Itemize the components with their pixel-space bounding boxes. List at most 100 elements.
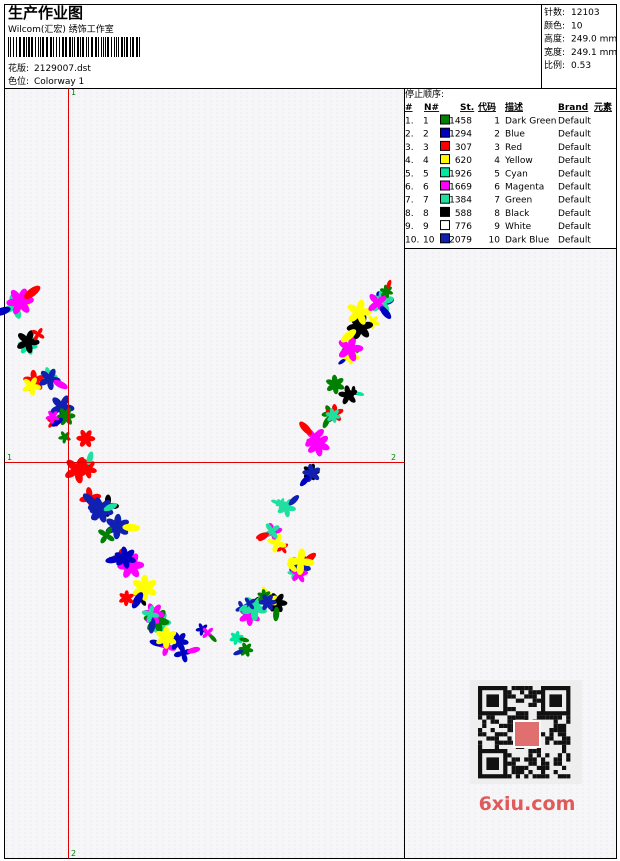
leaf	[340, 329, 357, 343]
petal	[314, 429, 324, 439]
qr-module	[528, 770, 533, 775]
qr-module	[557, 740, 562, 745]
info-value: 10	[571, 21, 583, 31]
qr-logo	[513, 720, 541, 748]
qr-module	[562, 744, 567, 749]
qr-module	[536, 690, 541, 695]
qr-module	[557, 732, 562, 737]
petal	[60, 431, 66, 438]
petal	[171, 640, 180, 650]
qr-module	[515, 686, 520, 691]
qr-module	[532, 690, 537, 695]
row-index: 9.	[405, 222, 414, 232]
qr-module	[499, 740, 504, 745]
petal	[116, 525, 129, 535]
column-header: 描述	[505, 101, 523, 113]
qr-module	[549, 728, 554, 733]
petal	[338, 339, 351, 350]
row-stitches: 2079	[449, 235, 472, 245]
row-index: 2.	[405, 130, 414, 140]
barcode-bar	[13, 37, 14, 57]
petal	[245, 643, 252, 650]
flower	[338, 385, 358, 405]
petal	[281, 503, 286, 509]
qr-module	[536, 753, 541, 758]
color-swatch	[440, 167, 450, 178]
petal	[17, 333, 29, 343]
petal	[50, 405, 63, 414]
petal	[38, 333, 45, 339]
petal	[32, 329, 39, 335]
qr-code	[470, 680, 582, 784]
flower	[89, 502, 118, 522]
petal	[6, 298, 21, 307]
qr-module	[553, 757, 558, 762]
info-label: 高度:	[544, 33, 565, 45]
petal	[30, 377, 37, 387]
info-value: 12103	[571, 8, 600, 18]
qr-module	[482, 719, 487, 724]
info-value: 0.53	[571, 61, 591, 71]
petal	[347, 394, 356, 403]
barcode-bar	[69, 37, 71, 57]
barcode-bar	[111, 37, 112, 57]
petal	[119, 593, 127, 599]
petal	[338, 347, 351, 358]
qr-module	[511, 694, 516, 699]
petal	[272, 543, 279, 553]
qr-module	[503, 723, 508, 728]
petal	[327, 415, 334, 422]
flower	[287, 548, 315, 576]
petal	[296, 561, 305, 576]
qr-module	[532, 761, 537, 766]
petal	[245, 648, 254, 653]
petal	[163, 626, 170, 638]
info-block: 针数: 12103 颜色: 10 高度: 249.0 mm 宽度: 249.1 mm 比例: 0.…	[544, 6, 617, 71]
qr-module	[524, 711, 529, 716]
row-description: White	[505, 222, 532, 232]
qr-module	[536, 765, 541, 770]
leaf	[186, 646, 201, 654]
barcode-bar	[130, 37, 131, 57]
petal	[60, 395, 69, 408]
flower	[6, 285, 41, 315]
barcode-bar	[114, 37, 115, 57]
outer-border	[4, 4, 617, 859]
qr-module	[524, 686, 529, 691]
row-code: 7	[494, 196, 500, 206]
qr-module	[520, 698, 525, 703]
flower	[17, 330, 40, 354]
flower	[58, 431, 71, 444]
qr-module	[553, 761, 558, 766]
leaf	[239, 637, 250, 643]
row-stitches: 1294	[449, 130, 472, 140]
petal	[368, 302, 378, 311]
petal	[276, 541, 287, 548]
petal	[207, 627, 214, 634]
qr-module	[562, 732, 567, 737]
qr-module	[532, 749, 537, 754]
row-brand: Default	[558, 209, 591, 219]
petal	[377, 295, 387, 304]
barcode-bar	[132, 37, 134, 57]
qr-module	[503, 732, 508, 737]
qr-module	[490, 736, 495, 741]
qr-module	[562, 723, 567, 728]
qr-module	[494, 744, 499, 749]
row-brand: Default	[558, 196, 591, 206]
qr-module	[545, 736, 550, 741]
color-swatch	[440, 127, 450, 138]
qr-module	[557, 723, 562, 728]
petal	[105, 527, 113, 536]
row-description: Dark Green	[505, 117, 556, 127]
petal	[146, 614, 152, 623]
qr-module	[545, 774, 550, 779]
flower	[45, 410, 60, 424]
petal	[311, 472, 320, 481]
qr-module	[507, 740, 512, 745]
barcode-bar	[86, 37, 87, 57]
row-number: 8	[423, 209, 429, 219]
qr-module	[507, 723, 512, 728]
barcode-bar	[126, 37, 128, 57]
embroidery-design	[0, 279, 395, 663]
